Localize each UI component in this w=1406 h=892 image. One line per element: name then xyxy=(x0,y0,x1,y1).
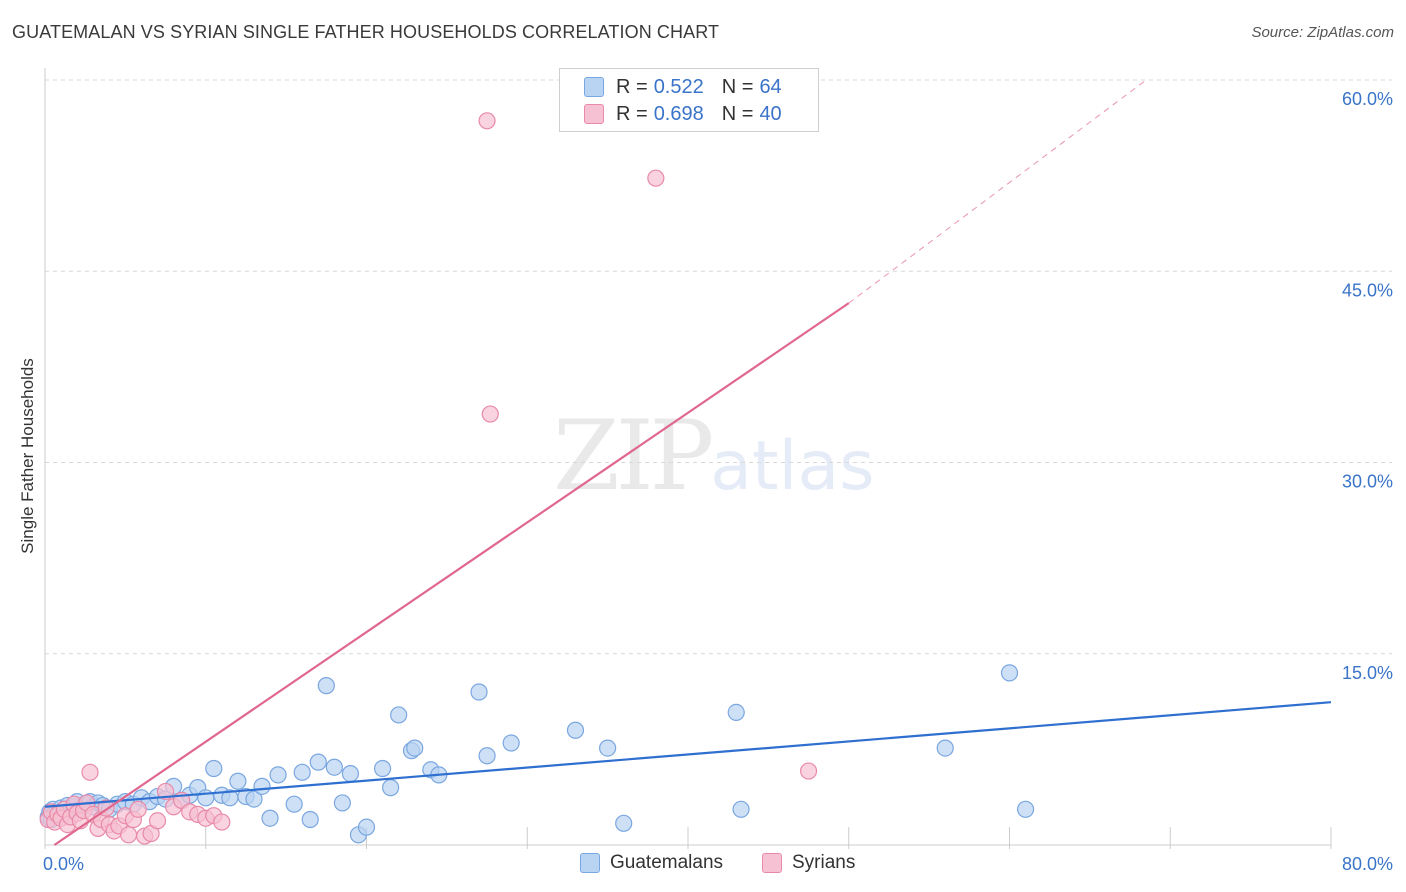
guatemalan-point xyxy=(502,734,520,752)
guatemalan-point xyxy=(245,790,263,808)
trend-lines xyxy=(44,79,1332,846)
syrian-point xyxy=(129,800,147,818)
guatemalan-point xyxy=(599,739,617,757)
guatemalan-point xyxy=(732,800,750,818)
series-legend-syrians[interactable]: Syrians xyxy=(762,852,855,874)
guatemalan-point xyxy=(615,814,633,832)
legend-n-label: N = xyxy=(721,75,754,98)
guatemalan-point xyxy=(566,721,585,739)
guatemalan-point xyxy=(1016,800,1035,818)
y-tick-label: 30.0% xyxy=(1342,472,1393,492)
guatemalan-point xyxy=(325,758,343,776)
syrian-point xyxy=(799,762,818,780)
legend-r-label: R = xyxy=(616,75,648,98)
y-tick-label: 60.0% xyxy=(1342,89,1393,109)
series-swatch-guatemalans xyxy=(580,853,600,873)
legend-n-value: 64 xyxy=(759,75,782,98)
guatemalan-point xyxy=(1000,664,1019,682)
guatemalan-point xyxy=(478,747,496,765)
series-label-guatemalans: Guatemalans xyxy=(610,852,724,873)
series-legend-guatemalans[interactable]: Guatemalans xyxy=(580,852,723,874)
guatemalan-point xyxy=(936,739,954,757)
guatemalan-trend-line xyxy=(44,701,1332,808)
syrian-point xyxy=(478,112,496,130)
guatemalan-point xyxy=(470,683,488,701)
chart-title: GUATEMALAN VS SYRIAN SINGLE FATHER HOUSE… xyxy=(12,22,720,42)
guatemalan-point xyxy=(261,809,279,827)
guatemalan-point xyxy=(293,763,311,781)
guatemalan-point xyxy=(357,818,376,836)
guatemalan-point xyxy=(253,777,271,795)
y-tick-label: 45.0% xyxy=(1342,280,1393,300)
tick-labels: 15.0% 30.0% 45.0% 60.0% 0.0% 80.0% xyxy=(43,89,1393,874)
guatemalan-point xyxy=(333,794,351,812)
syrian-point xyxy=(81,763,99,781)
guatemalan-point xyxy=(317,677,335,695)
guatemalan-point xyxy=(269,766,287,784)
syrian-point xyxy=(148,812,167,830)
guatemalan-point xyxy=(229,772,247,790)
guatemalan-point xyxy=(301,810,319,829)
guatemalan-point xyxy=(285,795,303,813)
guatemalan-point xyxy=(382,779,400,797)
syrian-trend-extension xyxy=(848,79,1147,304)
guatemalan-point xyxy=(406,739,424,757)
legend-r-label: R = xyxy=(616,102,648,125)
syrian-point xyxy=(213,813,231,831)
series-label-syrians: Syrians xyxy=(792,852,856,873)
legend-n-value: 40 xyxy=(759,102,782,125)
syrian-point xyxy=(481,405,499,423)
watermark-atlas: atlas xyxy=(710,427,875,506)
watermark: ZIPatlas xyxy=(553,400,875,512)
correlation-legend: R = 0.522 N = 64 R = 0.698 N = 40 xyxy=(559,68,819,132)
guatemalan-point xyxy=(390,706,408,724)
syrian-trend-line xyxy=(53,302,850,846)
syrian-point xyxy=(647,169,665,187)
legend-row-guatemalans: R = 0.522 N = 64 xyxy=(584,75,782,99)
guatemalan-point xyxy=(727,703,745,722)
y-tick-label: 15.0% xyxy=(1342,663,1393,683)
watermark-zip: ZIP xyxy=(553,400,714,512)
legend-swatch-syrians xyxy=(584,104,604,124)
syrian-point xyxy=(119,826,138,844)
guatemalan-point xyxy=(309,753,327,771)
legend-r-value: 0.522 xyxy=(653,75,704,98)
legend-r-value: 0.698 xyxy=(653,102,704,125)
source-label: Source: ZipAtlas.com xyxy=(1251,24,1394,41)
x-tick-label: 0.0% xyxy=(43,854,84,874)
series-swatch-syrians xyxy=(762,853,782,873)
legend-swatch-guatemalans xyxy=(584,77,604,97)
series-legend: Guatemalans Syrians xyxy=(0,852,1406,878)
guatemalan-point xyxy=(205,759,223,778)
legend-row-syrians: R = 0.698 N = 40 xyxy=(584,102,782,126)
x-tick-label: 80.0% xyxy=(1342,854,1393,874)
axes xyxy=(44,68,1332,849)
guatemalan-point xyxy=(341,764,360,783)
legend-n-label: N = xyxy=(721,102,754,125)
data-points xyxy=(39,112,1035,845)
syrian-point xyxy=(156,782,175,801)
grid-lines xyxy=(45,79,1392,655)
guatemalan-point xyxy=(373,759,392,778)
